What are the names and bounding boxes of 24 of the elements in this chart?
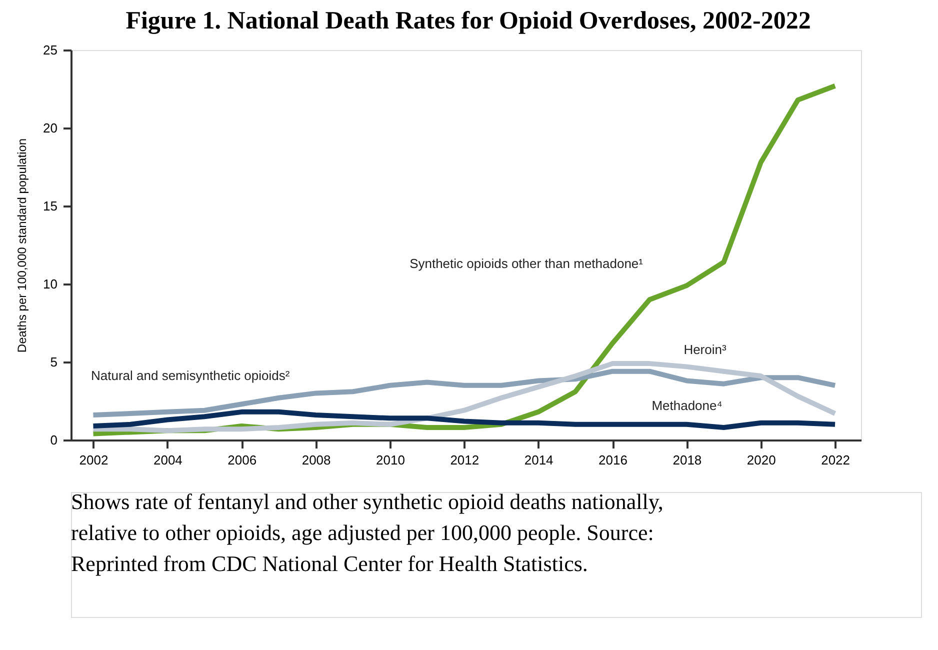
x-tick-label: 2010 [376,452,405,468]
y-tick-label: 15 [43,198,58,214]
series-label: Heroin³ [684,342,727,357]
x-tick-label: 2014 [524,452,554,468]
y-tick-label: 20 [43,120,58,136]
x-tick-label: 2012 [450,452,480,468]
x-tick-label: 2006 [228,452,257,468]
series-label: Methadone⁴ [652,398,722,413]
x-tick-label: 2022 [821,452,850,468]
x-tick-label: 2004 [153,452,182,468]
y-tick-label: 10 [43,276,58,292]
text: Shows rate of fentanyl and other synthetic opioid deaths nationally, relative to other opioids, age adjusted per 100,000 people. Source: Reprinted from CDC National Center for Health Statistics. [71,489,664,576]
x-tick-label: 2018 [672,452,702,468]
x-tick-label: 2016 [598,452,628,468]
y-tick-label: 0 [50,432,58,448]
series-label: Natural and semisynthetic opioids² [91,368,290,383]
x-tick-label: 2002 [79,452,108,468]
y-tick-label: 25 [43,42,58,58]
x-tick-label: 2020 [746,452,776,468]
y-tick-label: 5 [50,354,58,370]
y-axis-title: Deaths per 100,000 standard population [15,138,30,353]
chart-title: Figure 1. National Death Rates for Opioid Overdoses, 2002-2022 [126,8,811,34]
text: Synthetic opioids other than methadone¹ [410,256,644,271]
x-tick-label: 2008 [302,452,331,468]
